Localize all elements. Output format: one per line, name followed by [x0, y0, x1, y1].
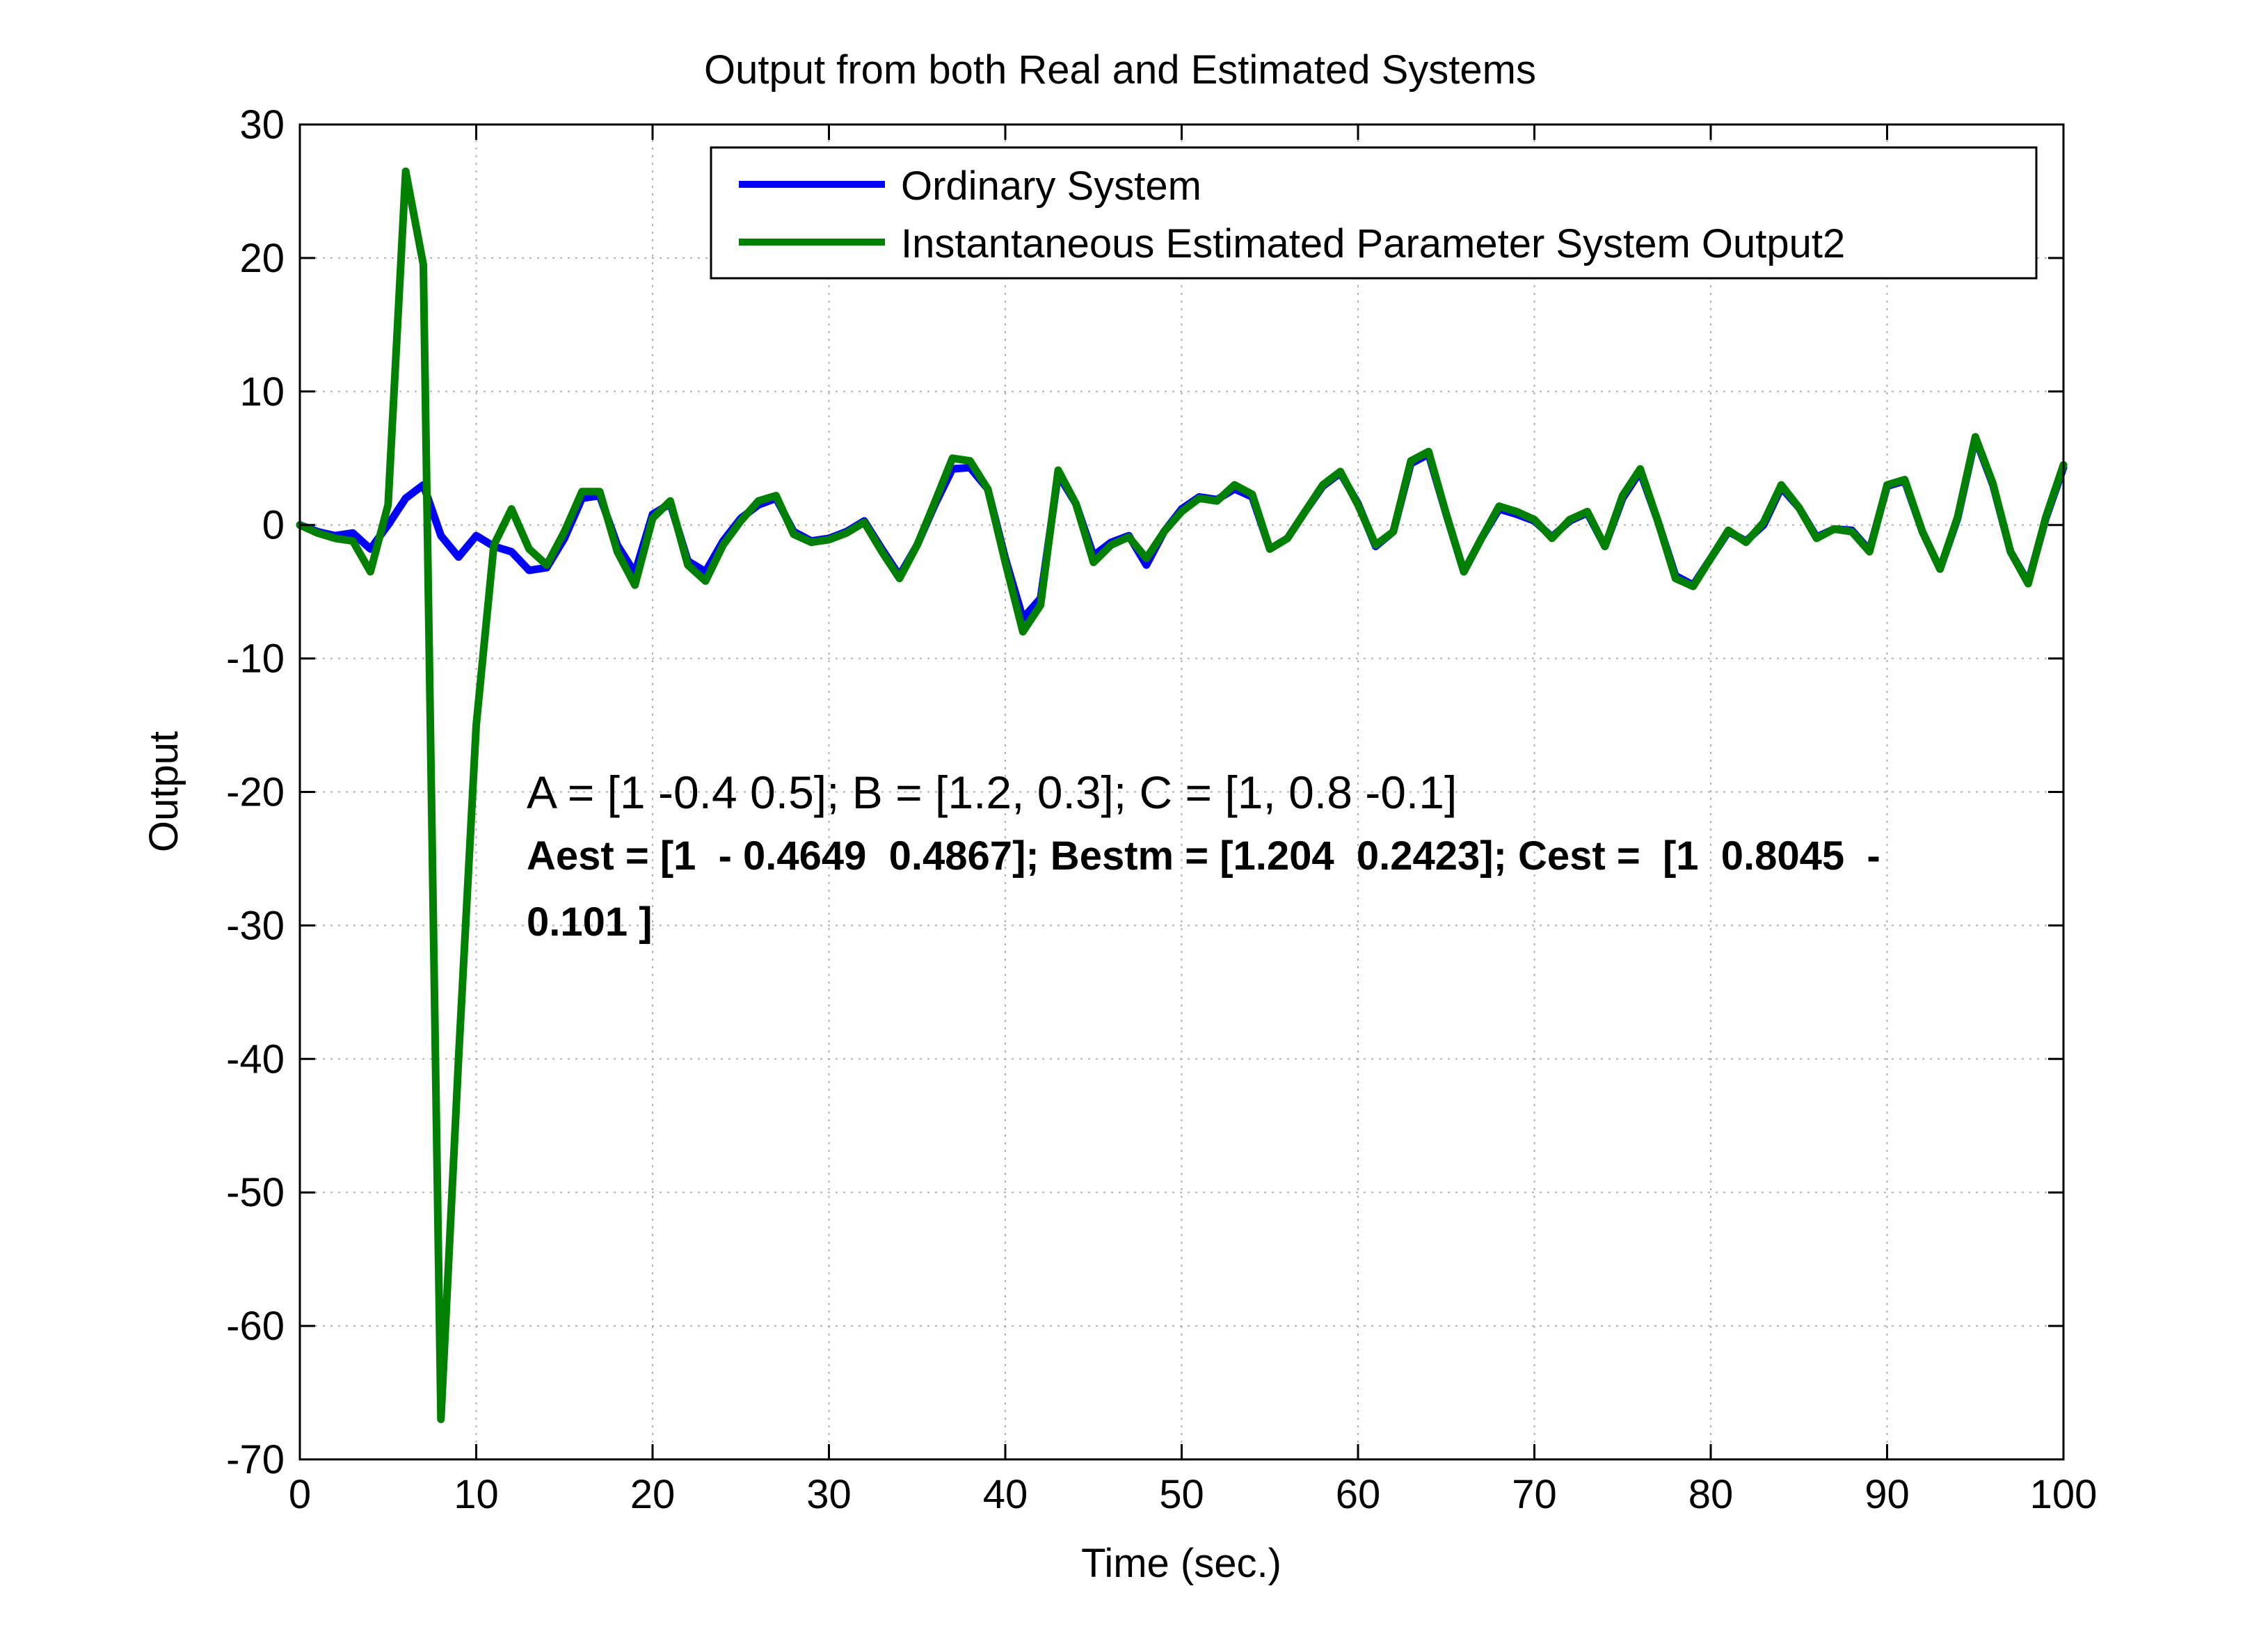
x-tick-label: 0 [289, 1472, 311, 1517]
y-tick-label: 10 [239, 369, 285, 415]
chart-title: Output from both Real and Estimated Syst… [704, 47, 1536, 93]
plot-area [296, 167, 2068, 1423]
y-tick-label: -70 [226, 1437, 285, 1482]
legend-label-ordinary: Ordinary System [901, 163, 1201, 209]
y-tick-label: -30 [226, 903, 285, 948]
x-tick-label: 30 [806, 1472, 852, 1517]
y-tick-label: -10 [226, 636, 285, 682]
y-tick-label: -60 [226, 1304, 285, 1349]
x-tick-label: 90 [1864, 1472, 1910, 1517]
x-tick-label: 10 [454, 1472, 499, 1517]
y-tick-label: 30 [239, 102, 285, 147]
x-tick-label: 60 [1336, 1472, 1381, 1517]
series-line-estimated-system [296, 167, 2068, 1423]
grid [300, 125, 2063, 1459]
y-tick-label: 0 [262, 503, 285, 548]
y-tick-label: -40 [226, 1036, 285, 1082]
legend-label-estimated: Instantaneous Estimated Parameter System… [901, 221, 1845, 266]
legend: Ordinary System Instantaneous Estimated … [710, 146, 2038, 280]
x-tick-label: 80 [1688, 1472, 1734, 1517]
x-tick-label: 50 [1159, 1472, 1204, 1517]
annotation-estimated-params: Aest = [1 - 0.4649 0.4867]; Bestm = [1.2… [527, 833, 1880, 879]
y-axis-label: Output [141, 731, 186, 852]
x-tick-label: 20 [630, 1472, 676, 1517]
annotation-estimated-params-cont: 0.101 ] [527, 899, 653, 945]
y-tick-label: -50 [226, 1170, 285, 1215]
y-tick-label: -20 [226, 770, 285, 815]
legend-box [710, 146, 2038, 280]
x-tick-label: 40 [983, 1472, 1028, 1517]
y-tick-label: 20 [239, 236, 285, 281]
x-axis-label: Time (sec.) [1081, 1541, 1281, 1586]
annotation-true-params: A = [1 -0.4 0.5]; B = [1.2, 0.3]; C = [1… [527, 767, 1457, 818]
axis-ticks: 0 10 20 30 40 50 60 70 80 90 1003020100-10-20-30-4… [226, 102, 2097, 1517]
x-tick-label: 100 [2030, 1472, 2098, 1517]
x-tick-label: 70 [1512, 1472, 1557, 1517]
